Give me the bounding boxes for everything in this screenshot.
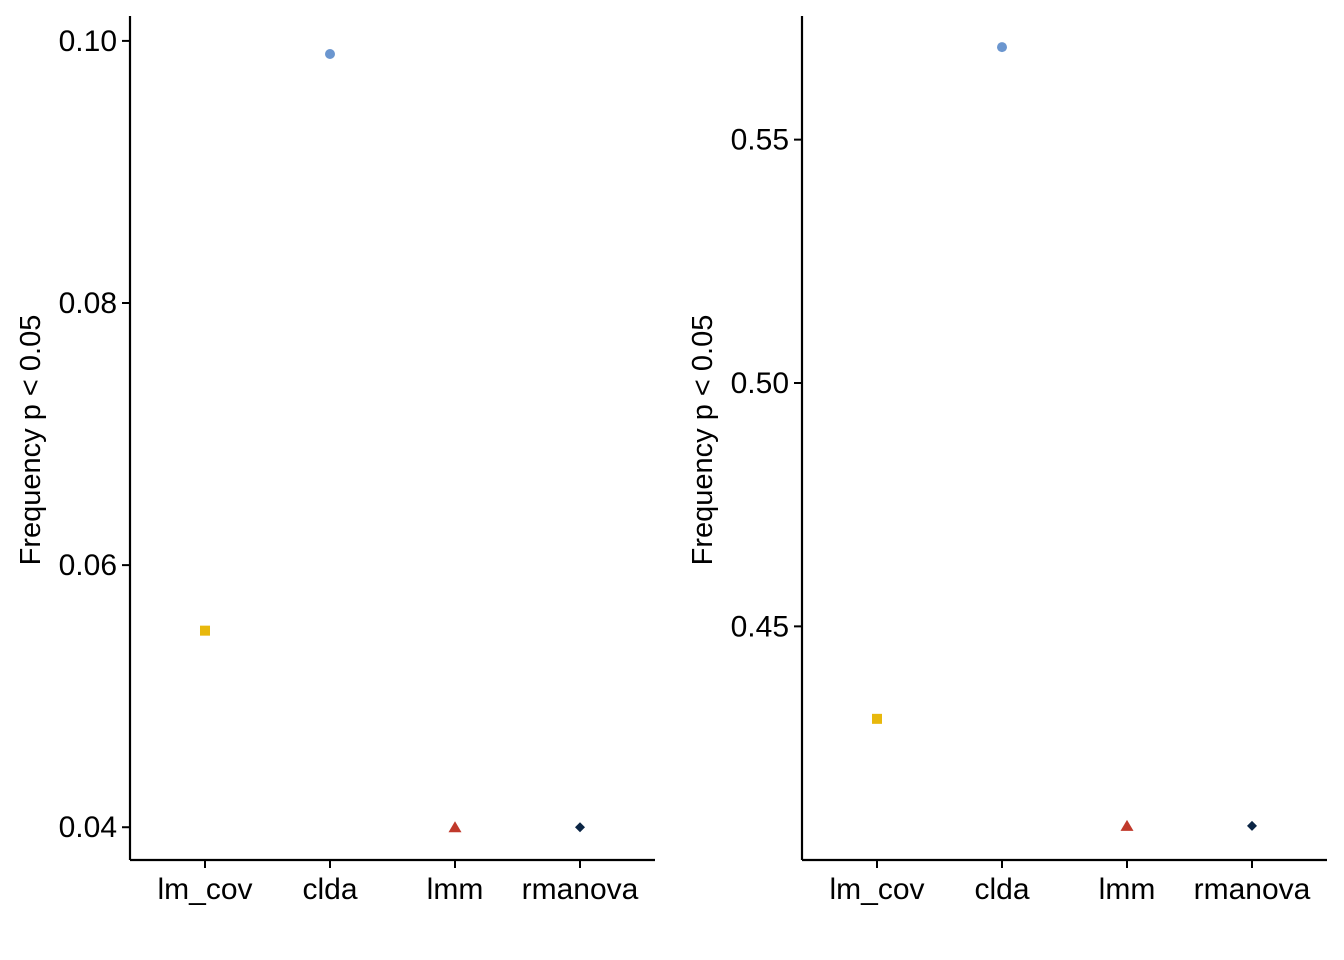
- x-tick-label: lmm: [1099, 873, 1156, 906]
- data-point-diamond: [1247, 820, 1257, 831]
- x-tick-label: rmanova: [522, 873, 639, 906]
- data-point-triangle: [1120, 819, 1134, 831]
- data-point-circle: [997, 42, 1007, 53]
- y-axis-title: Frequency p < 0.05: [15, 315, 47, 566]
- y-tick-label: 0.55: [731, 124, 789, 157]
- data-point-circle: [325, 49, 335, 60]
- x-tick-label: lmm: [427, 873, 484, 906]
- x-tick-label: clda: [974, 873, 1029, 906]
- x-tick-label: rmanova: [1194, 873, 1311, 906]
- y-tick-label: 0.06: [59, 549, 117, 582]
- y-tick-label: 0.45: [731, 610, 789, 643]
- y-tick-label: 0.10: [59, 25, 117, 58]
- x-tick-label: clda: [302, 873, 357, 906]
- y-axis-title: Frequency p < 0.05: [687, 315, 719, 566]
- data-point-square: [200, 625, 210, 636]
- data-point-square: [872, 713, 882, 724]
- x-tick-label: lm_cov: [157, 873, 252, 906]
- y-tick-label: 0.04: [59, 811, 117, 844]
- y-tick-label: 0.50: [731, 367, 789, 400]
- data-point-triangle: [448, 821, 462, 833]
- x-tick-label: lm_cov: [829, 873, 924, 906]
- left-panel: Frequency p < 0.05 0.04 0.06 0.08 0.10 lm_co…: [15, 16, 655, 906]
- data-point-diamond: [575, 822, 585, 833]
- right-panel: Frequency p < 0.05 0.45 0.50 0.55 lm_cov cld…: [687, 16, 1327, 906]
- y-tick-label: 0.08: [59, 287, 117, 320]
